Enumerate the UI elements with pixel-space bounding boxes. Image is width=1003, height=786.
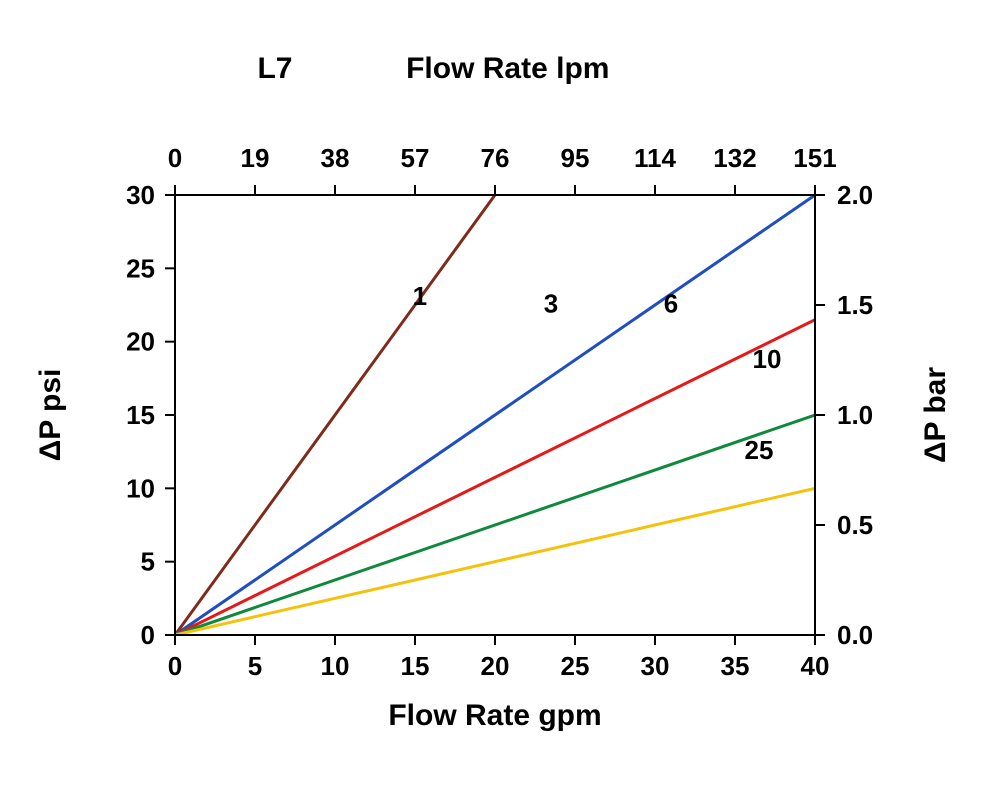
x-bottom-tick-label: 25 — [561, 651, 590, 681]
y-axis-label-left-svg: ΔP psi — [34, 369, 67, 462]
series-line-3 — [175, 195, 815, 635]
y-left-tick-label: 30 — [126, 180, 155, 210]
y-left-tick-label: 15 — [126, 400, 155, 430]
x-top-tick-label: 114 — [634, 143, 676, 173]
x-top-tick-label: 38 — [321, 143, 350, 173]
x-top-tick-label: 19 — [241, 143, 270, 173]
x-bottom-tick-label: 20 — [481, 651, 510, 681]
series-label: 10 — [753, 344, 782, 374]
y-left-tick-label: 20 — [126, 327, 155, 357]
series-line-25 — [175, 488, 815, 635]
x-top-tick-label: 132 — [713, 143, 756, 173]
y-left-tick-label: 5 — [141, 547, 155, 577]
series-label: 1 — [413, 281, 427, 311]
series-label: 6 — [664, 288, 678, 318]
x-bottom-tick-label: 30 — [641, 651, 670, 681]
x-top-tick-label: 76 — [481, 143, 510, 173]
x-bottom-tick-label: 35 — [721, 651, 750, 681]
y-right-tick-label: 0.0 — [837, 620, 873, 650]
chart-title-bottom-svg: Flow Rate gpm — [388, 699, 601, 732]
y-right-tick-label: 2.0 — [837, 180, 873, 210]
x-bottom-tick-label: 5 — [248, 651, 262, 681]
x-top-tick-label: 95 — [561, 143, 590, 173]
y-left-tick-label: 25 — [126, 253, 155, 283]
y-right-tick-label: 0.5 — [837, 510, 873, 540]
x-bottom-tick-label: 10 — [321, 651, 350, 681]
series-line-10 — [175, 415, 815, 635]
series-line-1 — [175, 195, 495, 635]
y-right-tick-label: 1.0 — [837, 400, 873, 430]
x-bottom-tick-label: 40 — [801, 651, 830, 681]
y-left-tick-label: 0 — [141, 620, 155, 650]
y-axis-label-right-svg: ΔP bar — [919, 367, 952, 463]
pressure-drop-chart: 0510152025303540019385776951141321510510… — [0, 0, 1003, 786]
y-right-tick-label: 1.5 — [837, 290, 873, 320]
x-top-tick-label: 0 — [168, 143, 182, 173]
series-label: 25 — [745, 435, 774, 465]
x-bottom-tick-label: 0 — [168, 651, 182, 681]
x-bottom-tick-label: 15 — [401, 651, 430, 681]
x-top-tick-label: 57 — [401, 143, 430, 173]
chart-title-top-svg: Flow Rate lpm — [406, 52, 609, 85]
y-left-tick-label: 10 — [126, 473, 155, 503]
chart-title-prefix-svg: L7 — [257, 52, 292, 85]
series-label: 3 — [544, 288, 558, 318]
series-line-6 — [175, 320, 815, 635]
x-top-tick-label: 151 — [793, 143, 836, 173]
